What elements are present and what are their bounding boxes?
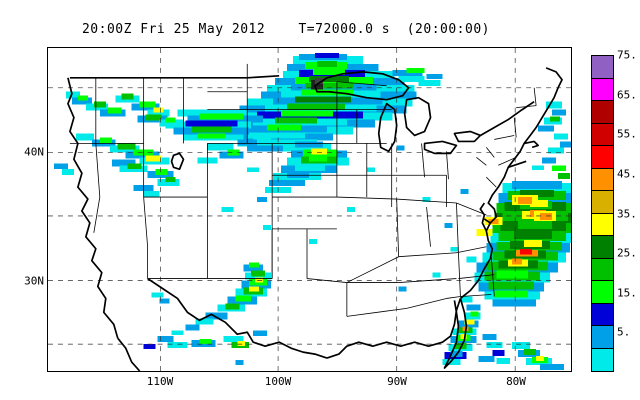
x-tick-90w: 90W	[387, 375, 407, 388]
colorbar	[591, 55, 614, 372]
colorbar-cell-orange	[592, 168, 613, 191]
colorbar-tick-25: 25.	[617, 246, 637, 260]
colorbar-cell-green	[592, 258, 613, 281]
coastlines	[67, 67, 563, 371]
x-tick-110w: 110W	[146, 375, 174, 388]
colorbar-tick-65: 65.	[617, 88, 637, 102]
colorbar-cell-magenta	[592, 78, 613, 101]
x-tick-80w: 80W	[506, 375, 526, 388]
colorbar-tick-75: 75.	[617, 48, 637, 62]
colorbar-cell-dark-green	[592, 236, 613, 259]
colorbar-tick-5: 5.	[617, 325, 631, 339]
colorbar-tick-45: 45.	[617, 167, 637, 181]
plot-title: 20:00Z Fri 25 May 2012 T=72000.0 s (20:0…	[81, 22, 490, 37]
map-canvas	[48, 48, 571, 371]
colorbar-cell-purple	[592, 56, 613, 79]
colorbar-cell-yellow	[592, 213, 613, 236]
colorbar-tick-35: 35.	[617, 207, 637, 220]
colorbar-tick-15: 15.	[617, 286, 637, 300]
colorbar-cell-sky-blue	[592, 326, 613, 349]
y-tick-30n: 30N	[24, 274, 44, 288]
y-tick-40n: 40N	[24, 145, 44, 159]
x-tick-100w: 100W	[264, 375, 292, 388]
colorbar-cell-red	[592, 123, 613, 146]
colorbar-cell-dark-red	[592, 101, 613, 124]
colorbar-cell-cyan	[592, 348, 613, 371]
colorbar-cell-gold	[592, 191, 613, 214]
map-plot-area[interactable]	[47, 47, 572, 372]
colorbar-cell-blue	[592, 303, 613, 326]
colorbar-cell-bright-green	[592, 281, 613, 304]
colorbar-tick-55: 55.	[617, 127, 637, 141]
colorbar-cell-bright-red	[592, 146, 613, 169]
